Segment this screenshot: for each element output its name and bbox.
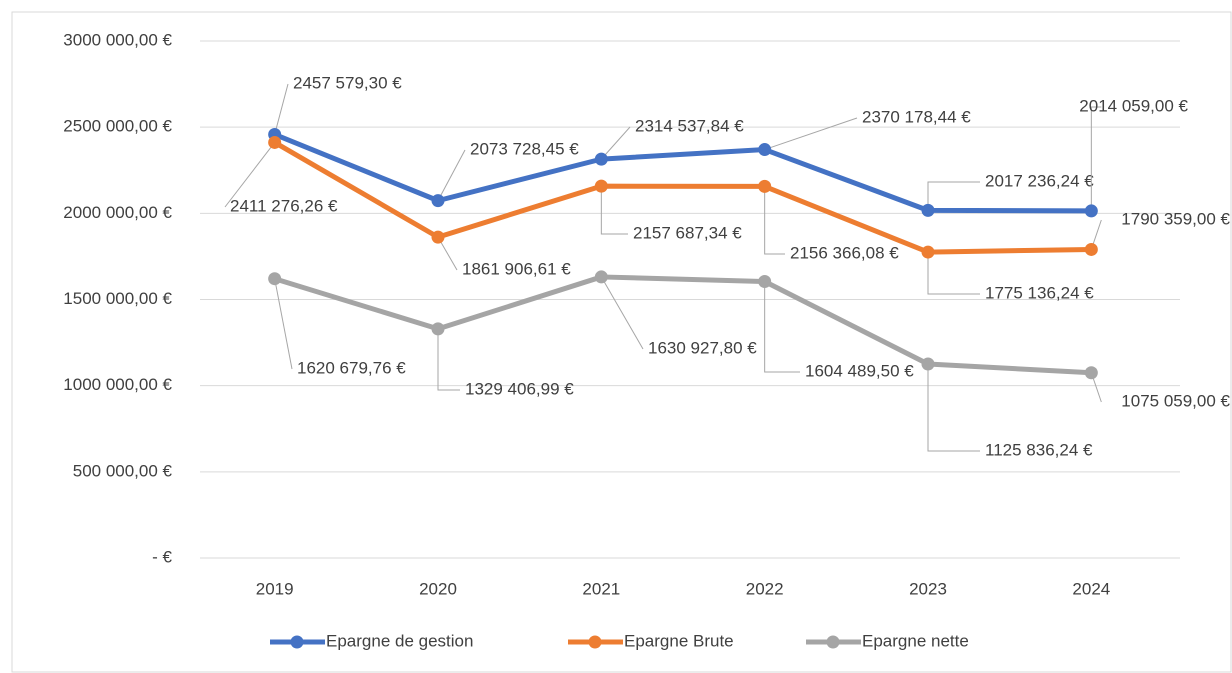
data-point	[758, 143, 772, 157]
data-label: 1775 136,24 €	[985, 283, 1094, 302]
leader-line	[437, 149, 466, 201]
series-line	[272, 131, 1094, 214]
x-tick-label: 2020	[419, 579, 457, 598]
data-label: 1125 836,24 €	[985, 440, 1093, 459]
x-tick-label: 2021	[582, 579, 620, 598]
chart-frame	[11, 11, 1232, 673]
data-point	[594, 152, 608, 166]
data-point	[1084, 242, 1098, 256]
leader-line	[764, 117, 858, 151]
data-label: 1861 906,61 €	[462, 259, 571, 278]
data-point	[921, 245, 935, 259]
leader-line	[437, 328, 460, 391]
data-point	[1084, 204, 1098, 218]
y-tick-label: 3000 000,00 €	[63, 30, 172, 49]
data-label: 2073 728,45 €	[470, 139, 579, 158]
leader-line	[224, 142, 276, 208]
data-point	[268, 135, 282, 149]
data-label: 2314 537,84 €	[635, 116, 744, 135]
y-tick-label: - €	[152, 547, 172, 566]
data-label: 1329 406,99 €	[465, 379, 574, 398]
data-label: 2370 178,44 €	[862, 107, 971, 126]
series-line	[272, 274, 1094, 376]
leader-line	[274, 278, 293, 370]
series-line	[272, 139, 1094, 255]
data-label: 1620 679,76 €	[297, 358, 406, 377]
data-point	[758, 179, 772, 193]
leader-line	[927, 181, 980, 211]
y-tick-label: 2000 000,00 €	[63, 203, 172, 222]
data-point	[1084, 366, 1098, 380]
x-tick-label: 2022	[746, 579, 784, 598]
leader-line	[764, 186, 785, 255]
leader-line	[600, 126, 631, 160]
data-label: 2156 366,08 €	[790, 243, 899, 262]
y-tick-label: 500 000,00 €	[73, 461, 173, 480]
data-point	[921, 357, 935, 371]
data-point	[431, 230, 445, 244]
legend-label: Epargne nette	[862, 631, 969, 650]
x-tick-label: 2019	[256, 579, 294, 598]
legend-marker	[588, 635, 602, 649]
y-tick-label: 1500 000,00 €	[63, 289, 172, 308]
data-label: 1075 059,00 €	[1121, 391, 1230, 410]
data-point	[431, 322, 445, 336]
data-point	[268, 272, 282, 286]
data-label: 2017 236,24 €	[985, 171, 1094, 190]
legend-label: Epargne de gestion	[326, 631, 473, 650]
legend-marker	[826, 635, 840, 649]
data-point	[758, 274, 772, 288]
leader-line	[600, 276, 644, 350]
data-label: 1630 927,80 €	[648, 338, 757, 357]
y-tick-label: 1000 000,00 €	[63, 375, 172, 394]
data-label: 1604 489,50 €	[805, 361, 914, 380]
legend-label: Epargne Brute	[624, 631, 734, 650]
data-point	[431, 194, 445, 208]
x-tick-label: 2023	[909, 579, 947, 598]
x-tick-label: 2024	[1072, 579, 1110, 598]
data-label: 2411 276,26 €	[230, 196, 338, 215]
leader-line	[927, 252, 980, 295]
leader-line	[600, 186, 628, 235]
data-point	[921, 203, 935, 217]
data-point	[594, 179, 608, 193]
leader-line	[1090, 106, 1102, 211]
data-label: 2457 579,30 €	[293, 73, 402, 92]
leader-line	[764, 281, 800, 373]
legend-marker	[290, 635, 304, 649]
y-tick-label: 2500 000,00 €	[63, 117, 172, 136]
data-point	[594, 270, 608, 284]
leader-line	[927, 363, 980, 452]
data-label: 1790 359,00 €	[1121, 209, 1230, 228]
leader-line	[274, 83, 289, 135]
data-label: 2157 687,34 €	[633, 223, 742, 242]
data-label: 2014 059,00 €	[1079, 96, 1188, 115]
